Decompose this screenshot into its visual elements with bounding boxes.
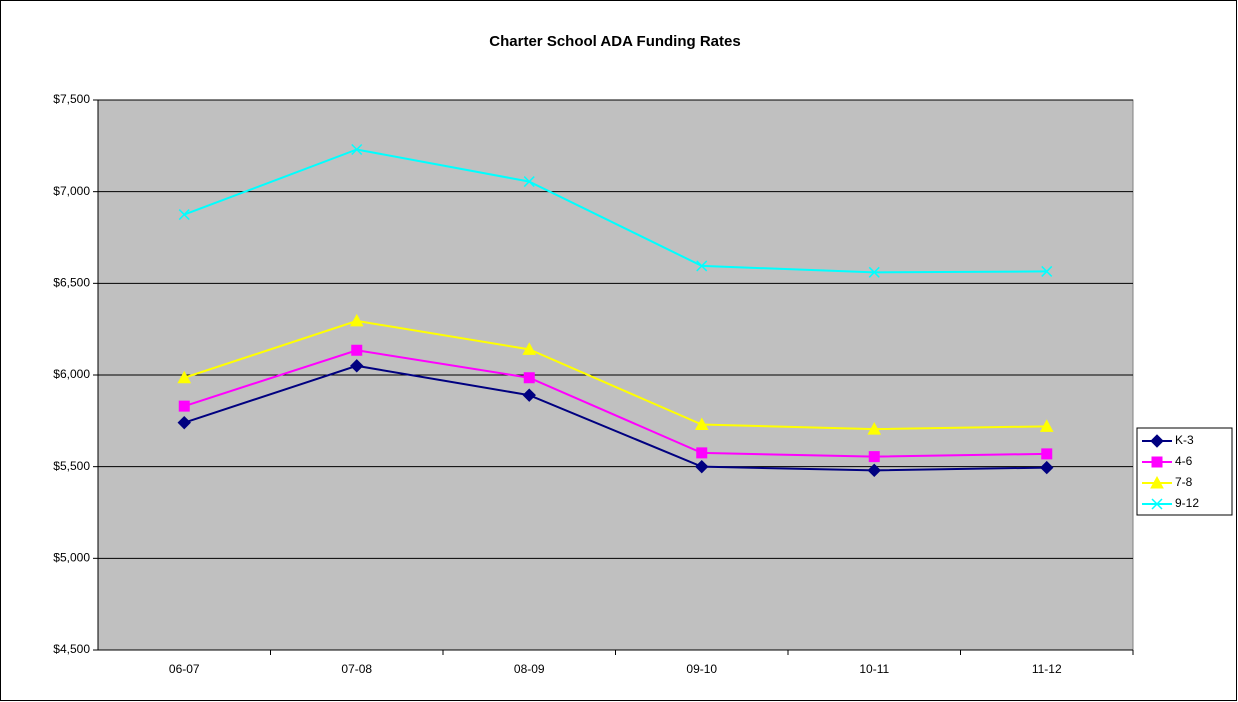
y-tick-label: $4,500: [53, 642, 90, 656]
data-point: [696, 260, 708, 272]
y-tick-label: $7,000: [53, 184, 90, 198]
y-tick-label: $5,500: [53, 459, 90, 473]
series-line: [183, 349, 1047, 458]
data-point: [350, 359, 364, 373]
data-point: [349, 313, 364, 327]
data-point: [696, 447, 708, 459]
data-point: [523, 176, 535, 188]
data-point: [1040, 460, 1054, 475]
legend-label: 9-12: [1175, 496, 1199, 510]
data-point: [177, 415, 191, 430]
series-line: [183, 148, 1047, 274]
data-point: [867, 422, 882, 435]
x-tick-label: 08-09: [514, 662, 545, 676]
legend-marker: [1151, 498, 1163, 510]
x-tick-label: 09-10: [686, 662, 717, 676]
x-tick-label: 11-12: [1032, 662, 1062, 676]
data-point: [178, 400, 190, 412]
y-tick-label: $5,000: [53, 551, 90, 565]
data-point: [868, 266, 880, 278]
data-point: [867, 463, 881, 478]
data-point: [868, 451, 880, 463]
x-tick-label: 06-07: [169, 662, 200, 676]
x-tick-label: 07-08: [341, 662, 372, 676]
data-point: [522, 342, 537, 355]
data-point: [178, 209, 190, 221]
y-tick-label: $6,000: [53, 367, 90, 381]
legend-marker: [1150, 434, 1164, 448]
data-point: [522, 388, 536, 402]
data-point: [695, 459, 709, 474]
data-point: [1041, 265, 1053, 277]
series-line: [183, 364, 1047, 472]
legend-label: 7-8: [1175, 475, 1193, 489]
legend-label: K-3: [1175, 433, 1194, 447]
legend-marker: [1151, 456, 1163, 468]
data-point: [351, 143, 363, 156]
chart-title: Charter School ADA Funding Rates: [489, 33, 740, 50]
legend-label: 4-6: [1175, 454, 1193, 468]
data-point: [1039, 419, 1054, 432]
data-point: [523, 372, 535, 384]
x-tick-label: 10-11: [859, 662, 889, 676]
data-point: [1041, 448, 1053, 460]
data-point: [694, 417, 709, 430]
data-point: [351, 344, 363, 356]
y-tick-label: $7,500: [53, 92, 90, 106]
legend-marker: [1150, 475, 1164, 489]
series-line: [183, 319, 1047, 431]
y-tick-label: $6,500: [53, 276, 90, 290]
data-point: [177, 370, 192, 384]
